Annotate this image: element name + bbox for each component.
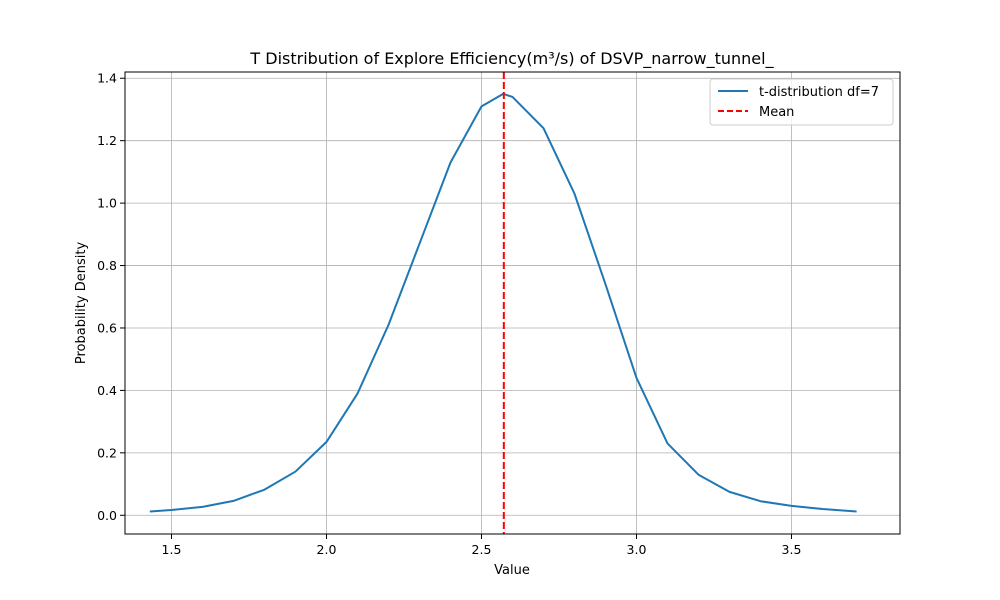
legend-label-mean: Mean	[759, 105, 794, 120]
y-tick-label: 0.2	[97, 445, 117, 460]
plot-area	[149, 72, 857, 534]
x-axis-label: Value	[494, 563, 530, 578]
legend-label-t-distribution: t-distribution df=7	[759, 85, 879, 100]
y-tick-label: 0.6	[97, 320, 117, 335]
y-tick-label: 0.4	[97, 383, 117, 398]
x-tick-label: 3.5	[782, 542, 802, 557]
chart-title: T Distribution of Explore Efficiency(m³/…	[249, 49, 774, 69]
x-axis-ticks: 1.5 2.0 2.5 3.0 3.5	[162, 534, 802, 557]
x-tick-label: 2.0	[317, 542, 337, 557]
y-tick-label: 0.8	[97, 258, 117, 273]
y-tick-label: 0.0	[97, 508, 117, 523]
axes-frame	[124, 71, 901, 535]
y-axis-ticks: 0.0 0.2 0.4 0.6 0.8 1.0 1.2 1.4	[97, 71, 125, 523]
y-axis-label: Probability Density	[74, 242, 89, 365]
x-tick-label: 2.5	[472, 542, 492, 557]
y-tick-label: 1.4	[97, 71, 117, 86]
y-tick-label: 1.0	[97, 196, 117, 211]
x-tick-label: 1.5	[162, 542, 182, 557]
legend: t-distribution df=7 Mean	[709, 78, 894, 126]
grid	[125, 72, 900, 534]
x-tick-label: 3.0	[627, 542, 647, 557]
legend-box	[709, 78, 894, 126]
y-tick-label: 1.2	[97, 133, 117, 148]
